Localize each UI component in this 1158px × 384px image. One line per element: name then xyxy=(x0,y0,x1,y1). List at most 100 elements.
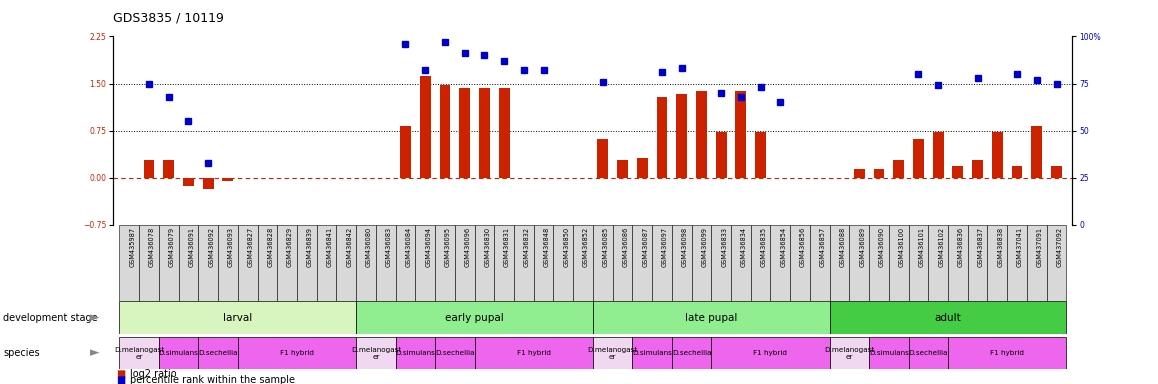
Text: percentile rank within the sample: percentile rank within the sample xyxy=(130,375,294,384)
Text: GSM436100: GSM436100 xyxy=(899,227,904,267)
Bar xyxy=(672,225,691,301)
Bar xyxy=(829,225,849,301)
Text: D.simulans: D.simulans xyxy=(632,350,672,356)
Bar xyxy=(932,132,944,178)
Bar xyxy=(632,225,652,301)
Bar xyxy=(716,132,726,178)
Bar xyxy=(159,225,178,301)
Text: GSM436833: GSM436833 xyxy=(721,227,727,267)
Text: ■: ■ xyxy=(116,375,125,384)
Text: GSM436079: GSM436079 xyxy=(169,227,175,267)
Bar xyxy=(277,225,296,301)
Bar xyxy=(416,225,435,301)
Bar xyxy=(337,225,357,301)
Bar xyxy=(809,225,829,301)
Text: larval: larval xyxy=(223,313,252,323)
Text: GDS3835 / 10119: GDS3835 / 10119 xyxy=(113,12,225,25)
Bar xyxy=(178,225,198,301)
Bar xyxy=(870,337,909,369)
Bar xyxy=(183,178,193,186)
Text: ►: ► xyxy=(90,347,100,359)
Text: GSM436090: GSM436090 xyxy=(879,227,885,267)
Text: GSM436095: GSM436095 xyxy=(445,227,450,267)
Bar xyxy=(593,225,613,301)
Text: GSM436099: GSM436099 xyxy=(702,227,708,267)
Bar xyxy=(475,225,494,301)
Text: GSM437092: GSM437092 xyxy=(1056,227,1063,267)
Bar xyxy=(676,94,687,178)
Text: GSM436078: GSM436078 xyxy=(149,227,155,267)
Text: GSM436084: GSM436084 xyxy=(405,227,411,267)
Bar xyxy=(593,301,829,334)
Bar xyxy=(316,225,337,301)
Bar xyxy=(691,225,711,301)
Bar xyxy=(1007,225,1027,301)
Bar xyxy=(770,225,790,301)
Bar xyxy=(475,337,593,369)
Bar xyxy=(357,225,376,301)
Text: D.simulans: D.simulans xyxy=(159,350,198,356)
Bar xyxy=(1027,225,1047,301)
Bar xyxy=(357,337,396,369)
Bar xyxy=(637,157,647,178)
Text: GSM437091: GSM437091 xyxy=(1036,227,1043,267)
Text: GSM436854: GSM436854 xyxy=(780,227,786,267)
Text: GSM436850: GSM436850 xyxy=(563,227,570,267)
Bar xyxy=(222,178,234,181)
Text: F1 hybrid: F1 hybrid xyxy=(754,350,787,356)
Bar xyxy=(144,160,154,178)
Bar xyxy=(948,337,1067,369)
Text: GSM436829: GSM436829 xyxy=(287,227,293,267)
Bar xyxy=(139,225,159,301)
Bar xyxy=(617,160,628,178)
Bar xyxy=(909,337,948,369)
Text: F1 hybrid: F1 hybrid xyxy=(990,350,1024,356)
Bar xyxy=(988,225,1007,301)
Text: GSM436088: GSM436088 xyxy=(840,227,845,267)
Text: GSM436832: GSM436832 xyxy=(523,227,530,267)
Text: D.sechellia: D.sechellia xyxy=(198,350,237,356)
Text: GSM436836: GSM436836 xyxy=(958,227,963,267)
Bar xyxy=(909,225,929,301)
Bar xyxy=(968,225,988,301)
Bar xyxy=(711,225,731,301)
Bar xyxy=(455,225,475,301)
Text: GSM436835: GSM436835 xyxy=(761,227,767,267)
Bar xyxy=(672,337,711,369)
Bar xyxy=(396,337,435,369)
Text: GSM436094: GSM436094 xyxy=(425,227,431,267)
Bar xyxy=(573,225,593,301)
Bar xyxy=(159,337,198,369)
Text: GSM436856: GSM436856 xyxy=(800,227,806,267)
Bar xyxy=(357,301,593,334)
Bar xyxy=(948,225,968,301)
Text: D.simulans: D.simulans xyxy=(395,350,435,356)
Bar xyxy=(396,225,416,301)
Bar xyxy=(913,139,924,178)
Text: GSM436848: GSM436848 xyxy=(543,227,550,267)
Bar xyxy=(435,337,475,369)
Bar xyxy=(849,225,870,301)
Text: D.simulans: D.simulans xyxy=(868,350,909,356)
Text: GSM436098: GSM436098 xyxy=(682,227,688,267)
Bar xyxy=(420,76,431,178)
Bar xyxy=(870,225,889,301)
Text: GSM436102: GSM436102 xyxy=(938,227,944,267)
Text: log2 ratio: log2 ratio xyxy=(130,369,176,379)
Text: GSM436830: GSM436830 xyxy=(484,227,490,267)
Text: F1 hybrid: F1 hybrid xyxy=(516,350,551,356)
Text: GSM436839: GSM436839 xyxy=(307,227,313,267)
Bar xyxy=(460,88,470,178)
Bar xyxy=(652,225,672,301)
Text: GSM436083: GSM436083 xyxy=(386,227,391,267)
Bar xyxy=(257,225,277,301)
Text: adult: adult xyxy=(935,313,961,323)
Text: GSM436838: GSM436838 xyxy=(997,227,1003,267)
Text: D.melanogast
er: D.melanogast er xyxy=(113,347,164,359)
Text: development stage: development stage xyxy=(3,313,98,323)
Text: ■: ■ xyxy=(116,369,125,379)
Bar xyxy=(1047,225,1067,301)
Bar xyxy=(514,225,534,301)
Bar xyxy=(790,225,809,301)
Text: GSM436080: GSM436080 xyxy=(366,227,372,267)
